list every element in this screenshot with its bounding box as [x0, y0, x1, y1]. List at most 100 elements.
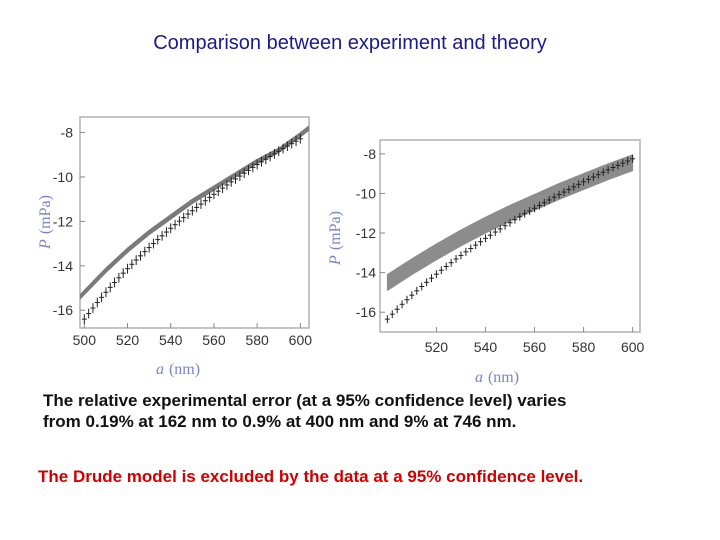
- experiment-point: [605, 165, 611, 174]
- experiment-point: [189, 205, 195, 216]
- experiment-point: [159, 230, 165, 241]
- x-tick-label: 560: [523, 339, 547, 355]
- experiment-point: [254, 159, 260, 170]
- experiment-point: [237, 171, 243, 181]
- error-description-line-2: from 0.19% at 162 nm to 0.9% at 400 nm a…: [43, 412, 517, 431]
- x-tick-label: 540: [474, 339, 498, 355]
- plot-area: [80, 125, 309, 325]
- experiment-point: [116, 272, 122, 283]
- y-tick-label: -8: [61, 125, 74, 141]
- experiment-point: [384, 315, 390, 324]
- x-axis-symbol: a: [475, 369, 483, 386]
- experiment-point: [228, 176, 234, 187]
- experiment-point: [194, 202, 200, 213]
- y-tick-label: -16: [356, 304, 376, 320]
- experiment-point: [502, 221, 508, 230]
- x-tick-label: 580: [572, 339, 596, 355]
- experiment-point: [409, 291, 415, 300]
- experiment-point: [215, 186, 221, 197]
- experiment-point: [271, 148, 277, 159]
- x-tick-label: 520: [116, 332, 140, 348]
- theory-band: [80, 125, 309, 300]
- experiment-point: [176, 216, 182, 227]
- experiment-point: [541, 198, 547, 207]
- x-tick-label: 520: [425, 339, 449, 355]
- experiment-point: [185, 209, 191, 219]
- experiment-point: [172, 219, 178, 230]
- y-tick-label: -14: [53, 258, 73, 274]
- experiment-point: [258, 156, 264, 167]
- experiment-point: [404, 295, 410, 304]
- experiment-point: [448, 258, 454, 267]
- experiment-point: [453, 255, 459, 263]
- experiment-point: [112, 277, 118, 288]
- experiment-point: [497, 224, 503, 233]
- experiment-point: [155, 234, 161, 245]
- experiment-point: [168, 223, 174, 234]
- x-axis-label: a (nm): [156, 361, 200, 378]
- experiment-point: [478, 237, 484, 246]
- experiment-point: [181, 212, 187, 223]
- experiment-point: [99, 292, 105, 303]
- experiment-point: [293, 136, 299, 147]
- experiment-point: [163, 227, 169, 237]
- x-tick-label: 580: [245, 332, 269, 348]
- y-axis-symbol: P: [327, 255, 344, 266]
- experiment-point: [81, 314, 87, 325]
- experiment-point: [284, 141, 290, 151]
- y-tick-label: -10: [53, 169, 73, 185]
- experiment-point: [556, 190, 562, 199]
- x-tick-label: 500: [73, 332, 97, 348]
- experiment-point: [137, 250, 143, 261]
- experiment-point: [120, 268, 126, 279]
- experiment-point: [424, 278, 430, 287]
- experiment-point: [551, 193, 557, 202]
- experiment-point: [207, 192, 213, 203]
- error-description: The relative experimental error (at a 95…: [43, 390, 703, 432]
- y-axis-symbol: P: [37, 239, 54, 250]
- y-axis-label: P (mPa): [327, 211, 344, 266]
- experiment-point: [103, 287, 109, 298]
- experiment-point: [107, 282, 113, 293]
- plot-area: [384, 154, 636, 324]
- conclusion-text: The Drude model is excluded by the data …: [38, 467, 584, 486]
- experiment-point: [571, 182, 577, 191]
- experiment-point: [590, 173, 596, 181]
- x-axis-symbol: a: [156, 361, 164, 378]
- experiment-point: [389, 310, 395, 319]
- experiment-point: [224, 180, 230, 190]
- experiment-point: [297, 133, 303, 144]
- experiment-point: [250, 162, 256, 173]
- experiment-point: [419, 282, 425, 291]
- x-tick-label: 540: [159, 332, 183, 348]
- experiment-point: [86, 308, 92, 319]
- y-tick-label: -14: [356, 265, 376, 281]
- experiment-point: [429, 274, 435, 283]
- experiment-point: [280, 143, 286, 154]
- experiment-point: [566, 185, 572, 194]
- experiment-point: [202, 195, 208, 206]
- experiment-point: [241, 168, 247, 179]
- experiment-point: [468, 244, 474, 253]
- experiment-point: [458, 251, 464, 260]
- x-tick-label: 560: [202, 332, 226, 348]
- experiment-point: [512, 215, 518, 224]
- experiment-point: [517, 212, 523, 221]
- experiment-point: [443, 262, 449, 271]
- y-tick-label: -16: [53, 302, 73, 318]
- experiment-point: [276, 146, 282, 157]
- experiment-point: [146, 242, 152, 253]
- experiment-point: [625, 157, 631, 165]
- plot-frame: [379, 139, 641, 333]
- experiment-point: [581, 177, 587, 186]
- y-axis-label: P (mPa): [37, 195, 54, 250]
- experiment-point: [522, 209, 528, 218]
- experiment-point: [220, 183, 226, 193]
- experiment-point: [492, 228, 498, 236]
- y-tick-label: -12: [53, 213, 73, 229]
- experiment-point: [438, 266, 444, 275]
- experiment-point: [482, 234, 488, 243]
- theory-band: [386, 154, 634, 291]
- y-tick-label: -10: [356, 185, 376, 201]
